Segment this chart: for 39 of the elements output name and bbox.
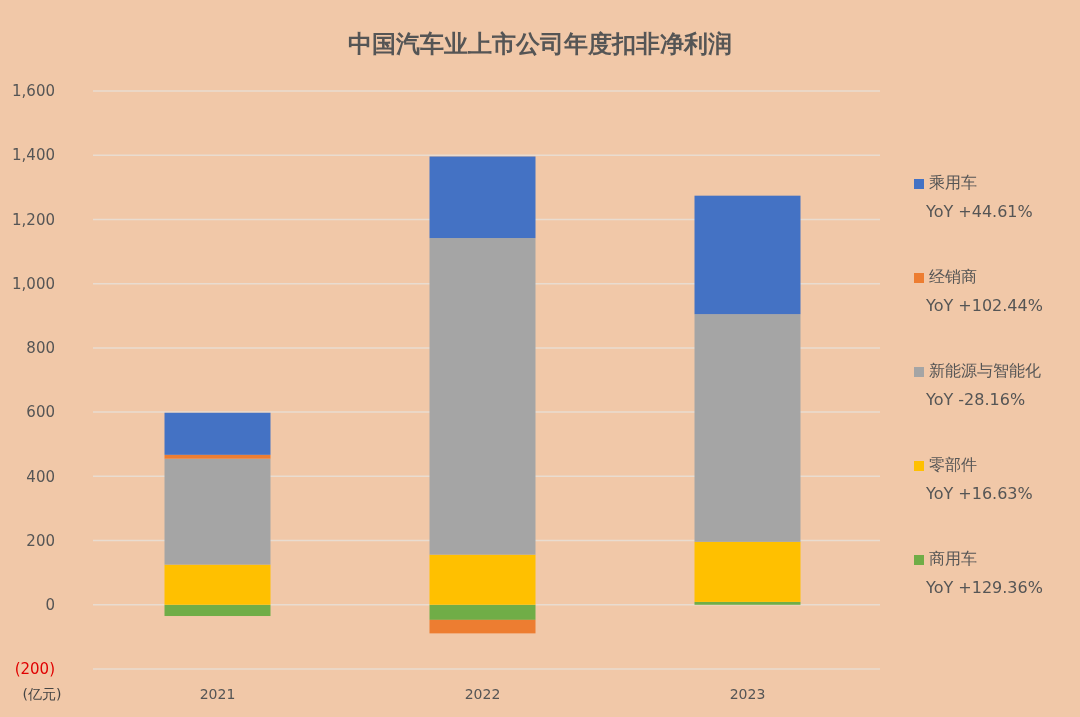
text: YoY +129.36% [925, 578, 1043, 597]
bar [164, 412, 271, 455]
x-tick-label: 2022 [464, 686, 501, 702]
bar [694, 601, 801, 605]
bar [429, 238, 536, 555]
bar [164, 564, 271, 605]
y-tick-label: 200 [26, 531, 55, 550]
y-tick-label: 800 [26, 339, 55, 358]
y-tick-label: (200) [14, 660, 55, 679]
bar [429, 156, 536, 239]
bar [694, 541, 801, 602]
legend-label: 经销商 [929, 267, 977, 286]
legend-label: 新能源与智能化 [929, 361, 1041, 380]
y-tick-label: 1,400 [12, 146, 55, 165]
text: YoY +102.44% [925, 296, 1043, 315]
y-tick-label: 1,000 [12, 274, 55, 293]
legend-label: 商用车 [929, 549, 977, 568]
bar [694, 195, 801, 315]
y-tick-label: 600 [26, 403, 55, 422]
x-tick-label: 2023 [729, 686, 766, 702]
text: YoY +44.61% [925, 202, 1033, 221]
y-tick-label: 400 [26, 467, 55, 486]
bar [429, 554, 536, 605]
text: YoY +16.63% [925, 484, 1033, 503]
bar [164, 604, 271, 617]
chart-title: 中国汽车业上市公司年度扣非净利润 [348, 30, 732, 58]
legend-label: 乘用车 [929, 173, 977, 192]
bar [164, 458, 271, 565]
bar [429, 604, 536, 620]
text: YoY -28.16% [925, 390, 1026, 409]
y-tick-label: 1,200 [12, 210, 55, 229]
y-tick-label: 0 [45, 596, 55, 615]
bar [164, 454, 271, 459]
y-tick-label: 1,600 [12, 82, 55, 101]
legend-label: 零部件 [929, 455, 977, 474]
bar [694, 314, 801, 542]
bar [429, 619, 536, 634]
x-tick-label: 2021 [199, 686, 236, 702]
y-axis-title: (亿元) [22, 686, 62, 702]
